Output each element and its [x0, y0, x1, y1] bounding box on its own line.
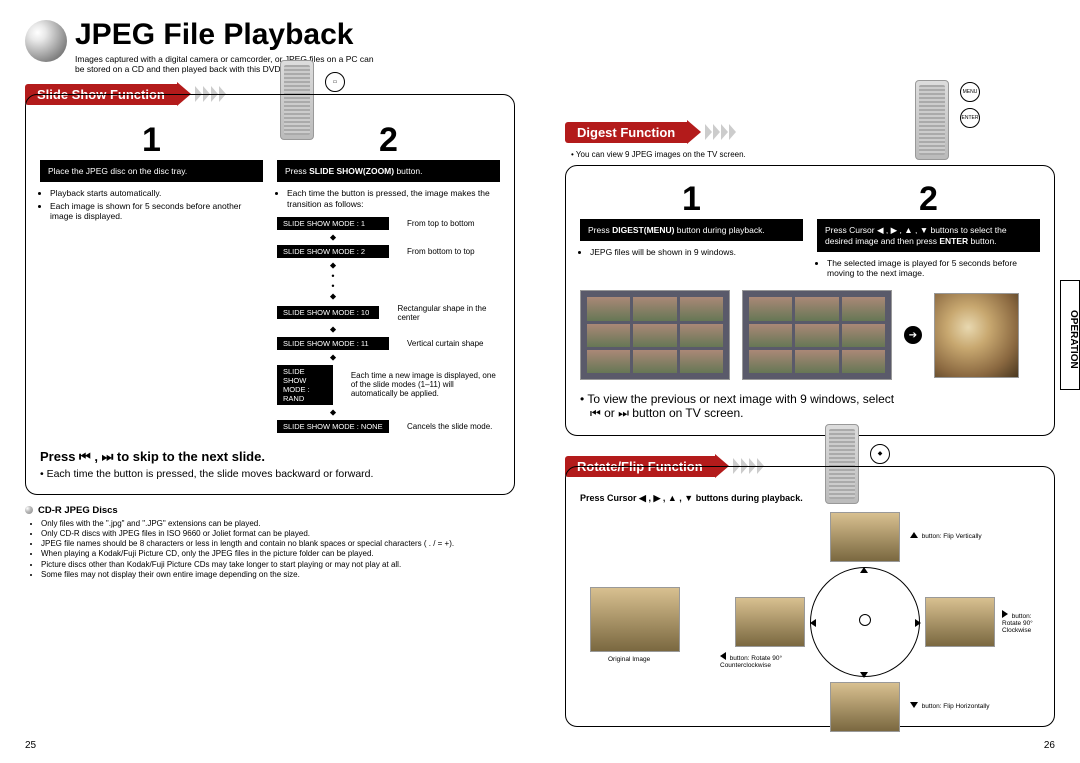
step1-b1: Each image is shown for 5 seconds before…: [50, 201, 263, 221]
step1-box: Place the JPEG disc on the disc tray.: [40, 160, 263, 182]
remote-icon: [915, 80, 949, 160]
menu-button-icon: MENU: [960, 82, 980, 102]
digest-header-label: Digest Function: [565, 122, 687, 143]
digest-bl2: ⏮ or ⏭ button on TV screen.: [590, 406, 743, 420]
cursor-button-icon: ◆: [870, 444, 890, 464]
side-tab: OPERATION: [1060, 280, 1080, 390]
digest-header: Digest Function MENU ENTER: [565, 120, 1055, 144]
mode-list: SLIDE SHOW MODE : 1From top to bottom ⬥ …: [277, 217, 500, 433]
d-s1-bullet: JEPG files will be shown in 9 windows.: [590, 247, 803, 257]
cdr-title: CD-R JPEG Discs: [25, 505, 515, 516]
page-title: JPEG File Playback: [75, 20, 385, 50]
cdr-list: Only files with the ".jpg" and ".JPG" ex…: [41, 519, 515, 579]
digest-bl1: To view the previous or next image with …: [587, 392, 894, 406]
d-step-2: 2: [817, 180, 1040, 219]
thumbnail-grid-2: [742, 290, 892, 380]
d-s2-bullet: The selected image is played for 5 secon…: [827, 258, 1040, 278]
digest-intro: You can view 9 JPEG images on the TV scr…: [576, 150, 746, 159]
step1-b0: Playback starts automatically.: [50, 188, 263, 198]
page-number-left: 25: [25, 740, 36, 751]
digest-panel: 1 Press DIGEST(MENU) button during playb…: [565, 165, 1055, 436]
page-left: JPEG File Playback Images captured with …: [0, 0, 540, 763]
step-num-2: 2: [277, 121, 500, 160]
title-block: JPEG File Playback Images captured with …: [25, 20, 515, 74]
d-step-1: 1: [580, 180, 803, 219]
d-step2-box: Press Cursor ◀ , ▶ , ▲ , ▼ buttons to se…: [817, 219, 1040, 252]
d-step1-box: Press DIGEST(MENU) button during playbac…: [580, 219, 803, 241]
flip-diagram: Original Image button: Flip Vertically b…: [580, 512, 1040, 712]
skip-note: Press ⏮ , ⏭ to skip to the next slide.: [40, 449, 500, 465]
rotate-panel: Press Cursor ◀ , ▶ , ▲ , ▼ buttons durin…: [565, 466, 1055, 727]
step2-intro: Each time the button is pressed, the ima…: [287, 188, 500, 208]
rotate-instr: Press Cursor ◀ , ▶ , ▲ , ▼ buttons durin…: [580, 493, 1040, 504]
skip-sub: • Each time the button is pressed, the s…: [40, 468, 500, 480]
slide-panel: 1 Place the JPEG disc on the disc tray. …: [25, 94, 515, 494]
step2-box: Press SLIDE SHOW(ZOOM) button.: [277, 160, 500, 182]
zoom-button-icon: ▭: [325, 72, 345, 92]
thumbnail-grid: [580, 290, 730, 380]
page-subtitle: Images captured with a digital camera or…: [75, 54, 385, 74]
enter-button-icon: ENTER: [960, 108, 980, 128]
arrow-right-icon: ➔: [904, 326, 922, 344]
sphere-icon: [25, 20, 67, 62]
page-number-right: 26: [1044, 740, 1055, 751]
selected-image: [934, 293, 1019, 378]
step-num-1: 1: [40, 121, 263, 160]
page-right: Digest Function MENU ENTER • You can vie…: [540, 0, 1080, 763]
